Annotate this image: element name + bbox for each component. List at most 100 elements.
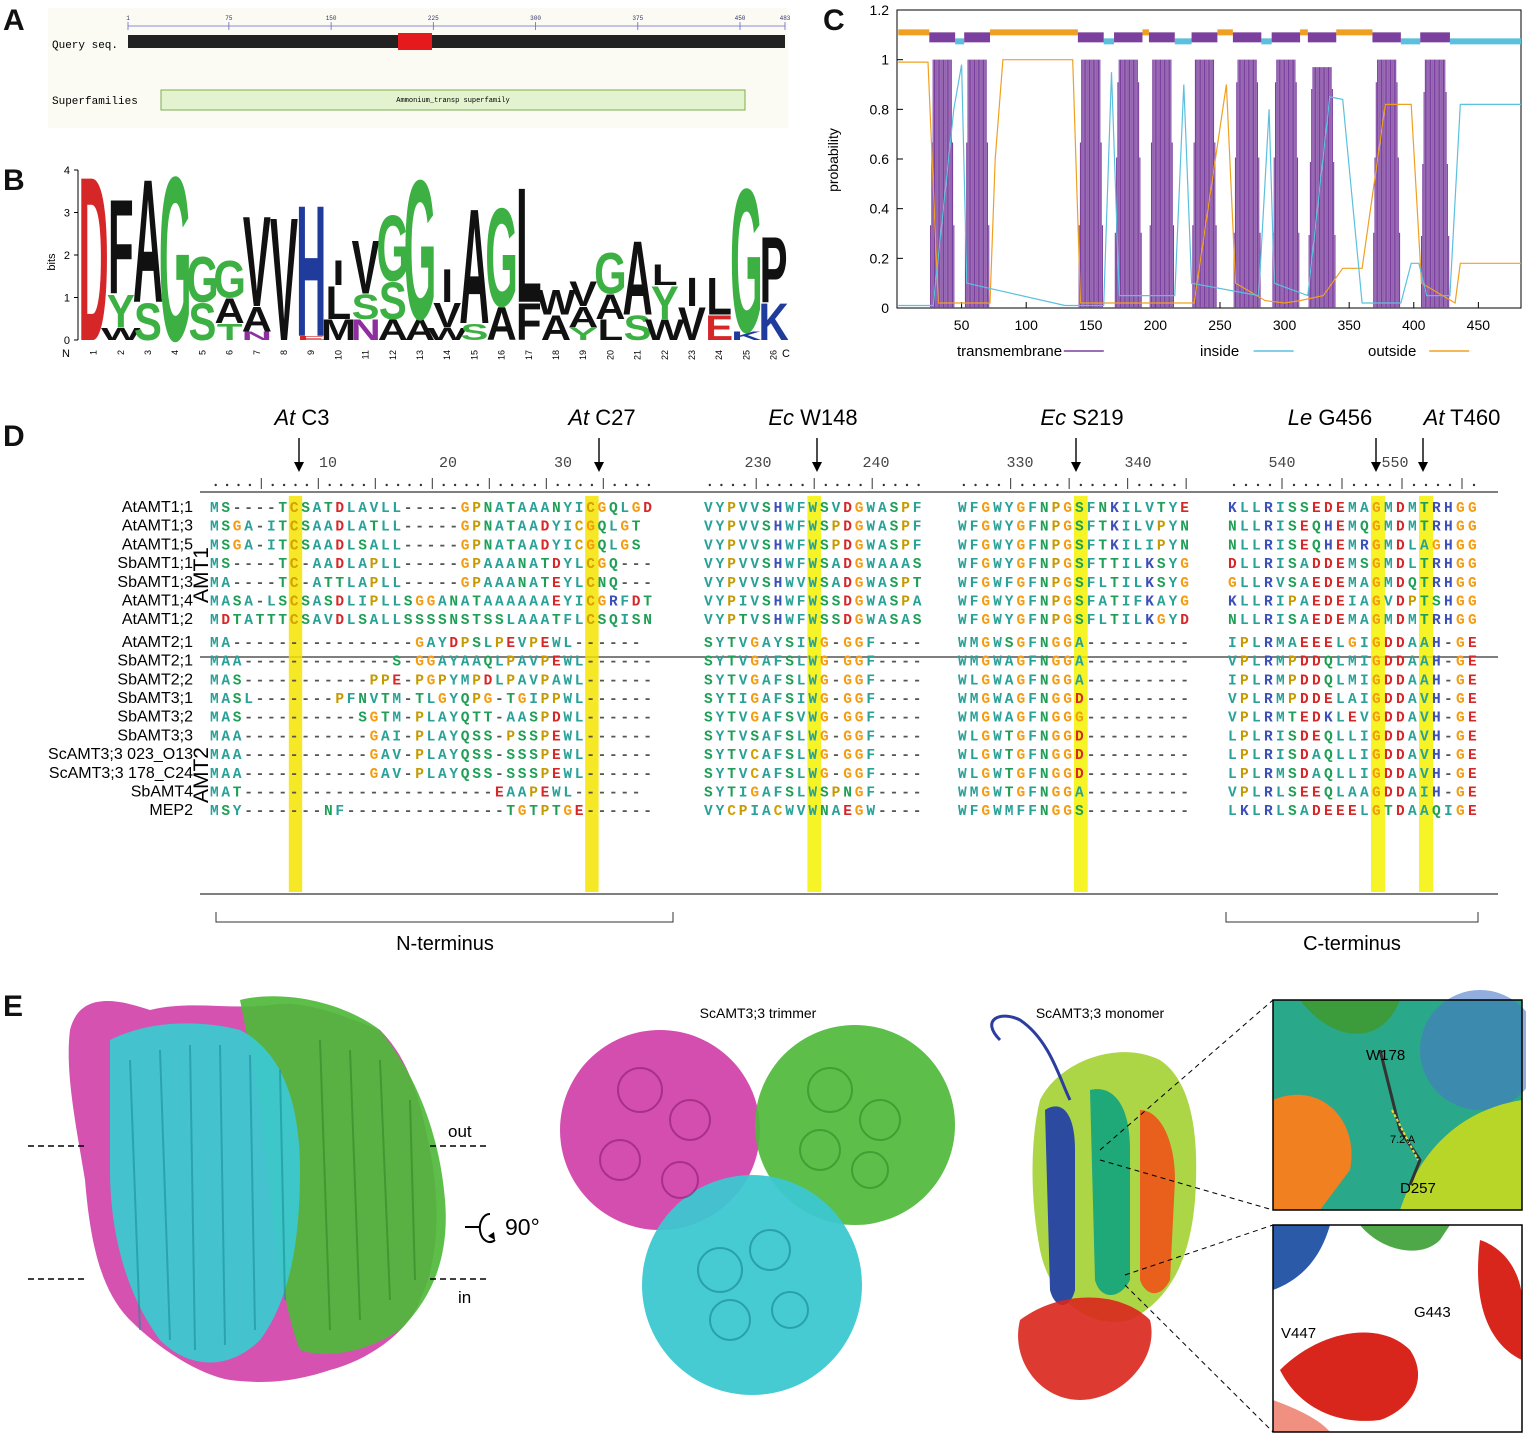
logo-position-label: 25 [741, 350, 751, 360]
ruler-dot [824, 483, 827, 487]
tm-legend-label: transmembrane [957, 343, 1062, 360]
ruler-number: 340 [1124, 455, 1151, 472]
ruler-dot [396, 483, 400, 487]
site-marker-residue: T460 [1444, 405, 1500, 430]
ruler-dot [419, 483, 423, 487]
panel-letter-b: B [3, 164, 25, 197]
ruler-dot [859, 483, 862, 487]
ruler-dot [720, 483, 723, 487]
logo-position-label: 12 [388, 350, 398, 360]
ruler-dot [476, 483, 480, 487]
membrane-out-label: out [448, 1122, 472, 1141]
tm-legend-label: outside [1368, 343, 1416, 360]
monomer-title: ScAMT3;3 monomer [1036, 1005, 1165, 1021]
ruler-dot [533, 483, 537, 487]
site-marker-residue: S219 [1066, 405, 1124, 430]
site-marker-residue: G456 [1312, 405, 1372, 430]
ruler-dot [282, 483, 286, 487]
tm-ylabel: probability [825, 128, 841, 192]
query-tick-label: 150 [326, 15, 337, 22]
logo-letter: A [622, 220, 652, 338]
query-tick-label: 375 [632, 15, 643, 22]
ruler-dot [801, 483, 804, 487]
logo-letter: E [705, 309, 733, 348]
tm-outside-segment [1142, 29, 1149, 36]
tm-yticks: 0 0.2 0.4 0.6 0.8 1 1.2 [870, 2, 903, 316]
ruler-dot [731, 483, 735, 487]
site-marker-species: Ec [1040, 405, 1066, 430]
ruler-dot [613, 483, 616, 487]
callout-line-1 [1099, 999, 1274, 1151]
logo-position-label: 5 [197, 350, 207, 355]
site-marker-species: At [1422, 405, 1446, 430]
ruler-dot [789, 483, 793, 487]
ruler-dot [1352, 483, 1356, 487]
tm-outside-curve [898, 59, 1521, 304]
callout-line-3 [1124, 1224, 1274, 1276]
logo-position-label: 7 [252, 350, 262, 355]
logo-position-label: 1 [89, 350, 99, 355]
ruler-dot [1328, 483, 1332, 487]
monomer-view [990, 1014, 1197, 1400]
logo-position-label: 21 [633, 350, 643, 360]
tm-ytick-label: 1.2 [870, 2, 890, 18]
logo-letter: P [760, 218, 788, 323]
panel-d: At C3 At C27 Ec W148 Ec S219 Le G456 At T460 … [48, 405, 1500, 955]
panel-letter-c: C [823, 4, 845, 37]
ruler-dot [708, 483, 711, 487]
site-marker-species: At [566, 405, 590, 430]
sequence-name: SbAMT3;3 [117, 727, 193, 744]
tm-helix-segment [1420, 32, 1450, 43]
ruler-dot [1292, 483, 1296, 487]
logo-letter: K [731, 329, 761, 342]
sequence-name: AtAMT1;2 [122, 611, 193, 628]
alignment-rows: AtAMT1;1 M S - - - - T C S A T D L A V L L - - - - - G P N A T A A A N Y… [48, 499, 1477, 820]
ruler-dot [1138, 483, 1141, 487]
n-terminus-label: N-terminus [396, 933, 494, 955]
logo-letter: L [652, 258, 678, 291]
ruler-dot [974, 483, 977, 487]
rotation-icon [465, 1212, 496, 1243]
tm-legend: transmembrane inside outside [957, 343, 1470, 360]
ruler-dot [510, 483, 514, 487]
sequence-name: AtAMT1;1 [122, 499, 193, 516]
ruler-dot [1032, 483, 1036, 487]
c-terminus-bracket [1225, 912, 1479, 923]
logo-position-label: 10 [333, 350, 343, 360]
logo-letter: W [101, 324, 141, 344]
tm-helix-segment [929, 32, 956, 43]
ruler-dot [647, 483, 651, 487]
residue-v447-label: V447 [1281, 1325, 1316, 1342]
ruler-dot [962, 483, 966, 487]
ruler-number: 550 [1381, 455, 1408, 472]
logo-letter: I [686, 268, 698, 315]
logo-letter: N [350, 313, 380, 346]
panel-c: probability 0 0.2 0.4 0.6 0.8 1 1.2 50 100 150 20… [825, 2, 1522, 360]
alignment-column-highlights [288, 496, 1433, 892]
site-marker-residue: C3 [295, 405, 329, 430]
ruler-number: 10 [319, 455, 337, 472]
sequence-name: SbAMT1;1 [117, 555, 193, 572]
tm-helix-segment [964, 32, 991, 43]
logo-position-label: 13 [415, 350, 425, 360]
ruler-dot [1173, 483, 1176, 487]
panel-letter-e: E [3, 990, 24, 1023]
tm-inside-segment [1449, 38, 1521, 45]
logo-position-label: 14 [442, 350, 452, 360]
sequence-name: AtAMT1;5 [122, 536, 193, 553]
logo-ylabel: bits [46, 253, 58, 271]
tm-xtick-label: 350 [1337, 317, 1361, 333]
ruler-dot [624, 483, 628, 487]
ruler-dot [1091, 483, 1094, 487]
